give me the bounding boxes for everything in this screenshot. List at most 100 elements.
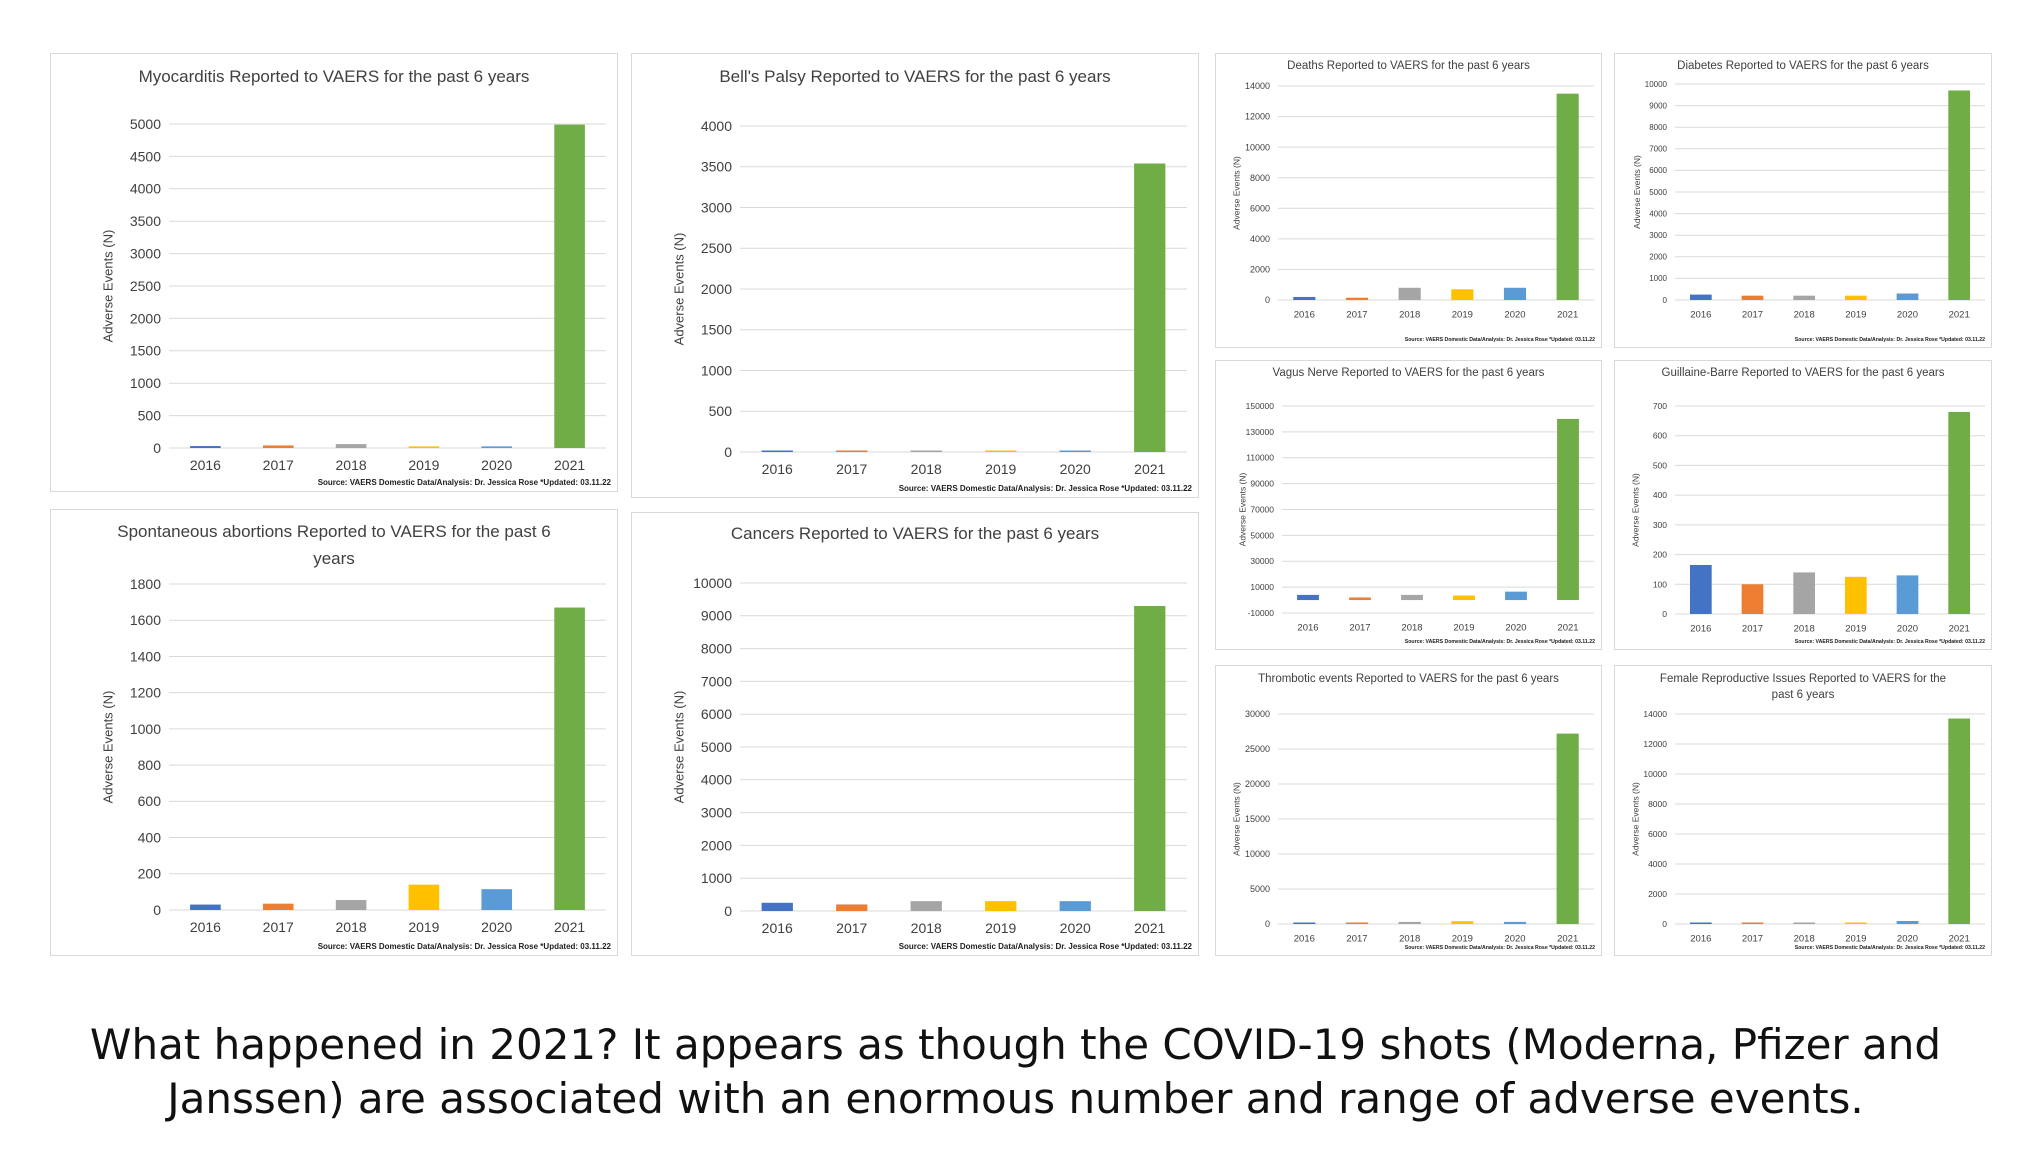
y-tick-label: 8000 — [1648, 799, 1667, 809]
y-tick-label: 2000 — [130, 310, 161, 326]
bar-2016 — [1689, 922, 1712, 924]
x-tick-label: 2019 — [1452, 934, 1473, 945]
x-tick-label: 2017 — [263, 457, 294, 473]
y-tick-label: 0 — [724, 903, 732, 919]
bar-2017 — [262, 445, 294, 448]
y-tick-label: 2000 — [701, 837, 732, 853]
bar-2020 — [1896, 293, 1919, 300]
y-tick-label: 3500 — [701, 159, 732, 175]
y-tick-label: -10000 — [1248, 608, 1275, 618]
y-tick-label: 1500 — [701, 322, 732, 338]
bar-2018 — [910, 450, 942, 452]
bar-2021 — [554, 124, 585, 448]
bar-2019 — [1451, 921, 1474, 924]
x-tick-label: 2018 — [911, 461, 942, 477]
x-tick-label: 2016 — [1690, 934, 1711, 945]
y-tick-label: 1000 — [130, 721, 161, 737]
y-tick-label: 4000 — [130, 181, 161, 197]
x-tick-label: 2020 — [1504, 934, 1525, 945]
x-tick-label: 2020 — [1505, 623, 1526, 634]
bar-2018 — [1793, 572, 1816, 614]
bar-2018 — [1793, 922, 1816, 924]
y-axis-label: Adverse Events (N) — [101, 691, 116, 804]
source-note: Source: VAERS Domestic Data/Analysis: Dr… — [1795, 639, 1985, 645]
y-tick-label: 3500 — [130, 213, 161, 229]
y-tick-label: 400 — [138, 829, 162, 845]
chart-plot: 0 2000 4000 6000 8000 10000 12000 14000 2016 2017… — [1232, 81, 1596, 343]
x-tick-label: 2020 — [1897, 934, 1918, 945]
chart-plot: 0 2000 4000 6000 8000 10000 12000 14000 2016 2017… — [1630, 709, 1985, 951]
x-tick-label: 2018 — [1794, 624, 1815, 635]
y-tick-label: 5000 — [701, 739, 732, 755]
y-tick-label: 10000 — [1245, 142, 1270, 152]
y-tick-label: 15000 — [1245, 814, 1270, 824]
y-tick-label: 6000 — [1648, 829, 1667, 839]
y-tick-label: 200 — [1653, 550, 1667, 560]
bar-2021 — [1948, 411, 1971, 614]
y-tick-label: 0 — [1663, 296, 1668, 305]
y-tick-label: 8000 — [1250, 173, 1270, 183]
x-tick-label: 2019 — [1452, 310, 1473, 321]
x-tick-label: 2021 — [1949, 624, 1970, 635]
bar-2016 — [1293, 922, 1316, 924]
chart-plot: 0 1000 2000 3000 4000 5000 6000 7000 8000 9000 100… — [672, 575, 1193, 951]
chart-title: Thrombotic events Reported to VAERS for … — [1258, 673, 1559, 685]
y-tick-label: 1000 — [1649, 274, 1667, 283]
bar-2018 — [910, 901, 942, 911]
bar-2021 — [1556, 93, 1579, 300]
y-tick-label: 4000 — [701, 118, 732, 134]
y-tick-label: 110000 — [1246, 453, 1274, 463]
bar-2020 — [1505, 591, 1527, 601]
source-note: Source: VAERS Domestic Data/Analysis: Dr… — [1405, 337, 1595, 343]
x-tick-label: 2017 — [1742, 310, 1763, 321]
source-note: Source: VAERS Domestic Data/Analysis: Dr… — [1405, 639, 1595, 645]
x-tick-label: 2016 — [1690, 624, 1711, 635]
y-tick-label: 1500 — [130, 343, 161, 359]
x-tick-label: 2020 — [481, 457, 512, 473]
y-tick-label: 4000 — [1649, 209, 1667, 218]
source-note: Source: VAERS Domestic Data/Analysis: Dr… — [899, 484, 1193, 493]
x-tick-label: 2021 — [1949, 934, 1970, 945]
y-tick-label: 0 — [153, 902, 161, 918]
y-tick-label: 4000 — [701, 772, 732, 788]
bar-2018 — [1398, 287, 1421, 300]
bar-2017 — [1345, 922, 1369, 924]
y-tick-label: 2000 — [1250, 265, 1270, 275]
y-axis-label: Adverse Events (N) — [1237, 472, 1247, 546]
x-tick-label: 2017 — [1742, 934, 1763, 945]
bar-2018 — [1793, 295, 1816, 300]
x-tick-label: 2016 — [1690, 310, 1711, 321]
y-tick-label: 7000 — [701, 673, 732, 689]
chart-title: Female Reproductive Issues Reported to V… — [1659, 673, 1947, 701]
x-tick-label: 2019 — [985, 920, 1016, 936]
x-tick-label: 2018 — [336, 457, 367, 473]
y-axis-label: Adverse Events (N) — [101, 230, 116, 343]
x-tick-label: 2021 — [1134, 920, 1165, 936]
y-tick-label: 300 — [1653, 520, 1667, 530]
y-tick-label: 70000 — [1250, 504, 1274, 514]
bar-2018 — [1398, 921, 1421, 924]
bar-2019 — [408, 884, 440, 910]
x-tick-label: 2021 — [1949, 310, 1970, 321]
y-tick-label: 0 — [153, 440, 161, 456]
bar-2020 — [1059, 450, 1091, 452]
y-tick-label: 500 — [709, 403, 733, 419]
bar-2021 — [1134, 605, 1166, 911]
y-tick-label: 2000 — [1648, 889, 1667, 899]
bar-2021 — [1948, 718, 1971, 924]
y-tick-label: 3000 — [701, 805, 732, 821]
bar-2021 — [1557, 418, 1579, 601]
chart-title: Bell's Palsy Reported to VAERS for the p… — [719, 67, 1111, 86]
bar-2021 — [1948, 90, 1971, 300]
y-tick-label: 6000 — [701, 706, 732, 722]
bar-2016 — [190, 904, 221, 910]
bar-2021 — [1556, 733, 1579, 924]
y-tick-label: 200 — [138, 866, 162, 882]
x-tick-label: 2020 — [1897, 624, 1918, 635]
y-tick-label: 3000 — [130, 246, 161, 262]
y-tick-label: 500 — [138, 408, 162, 424]
y-tick-label: 1000 — [701, 870, 732, 886]
y-tick-label: 4500 — [130, 148, 161, 164]
bar-2017 — [1741, 922, 1764, 924]
x-tick-label: 2020 — [1897, 310, 1918, 321]
